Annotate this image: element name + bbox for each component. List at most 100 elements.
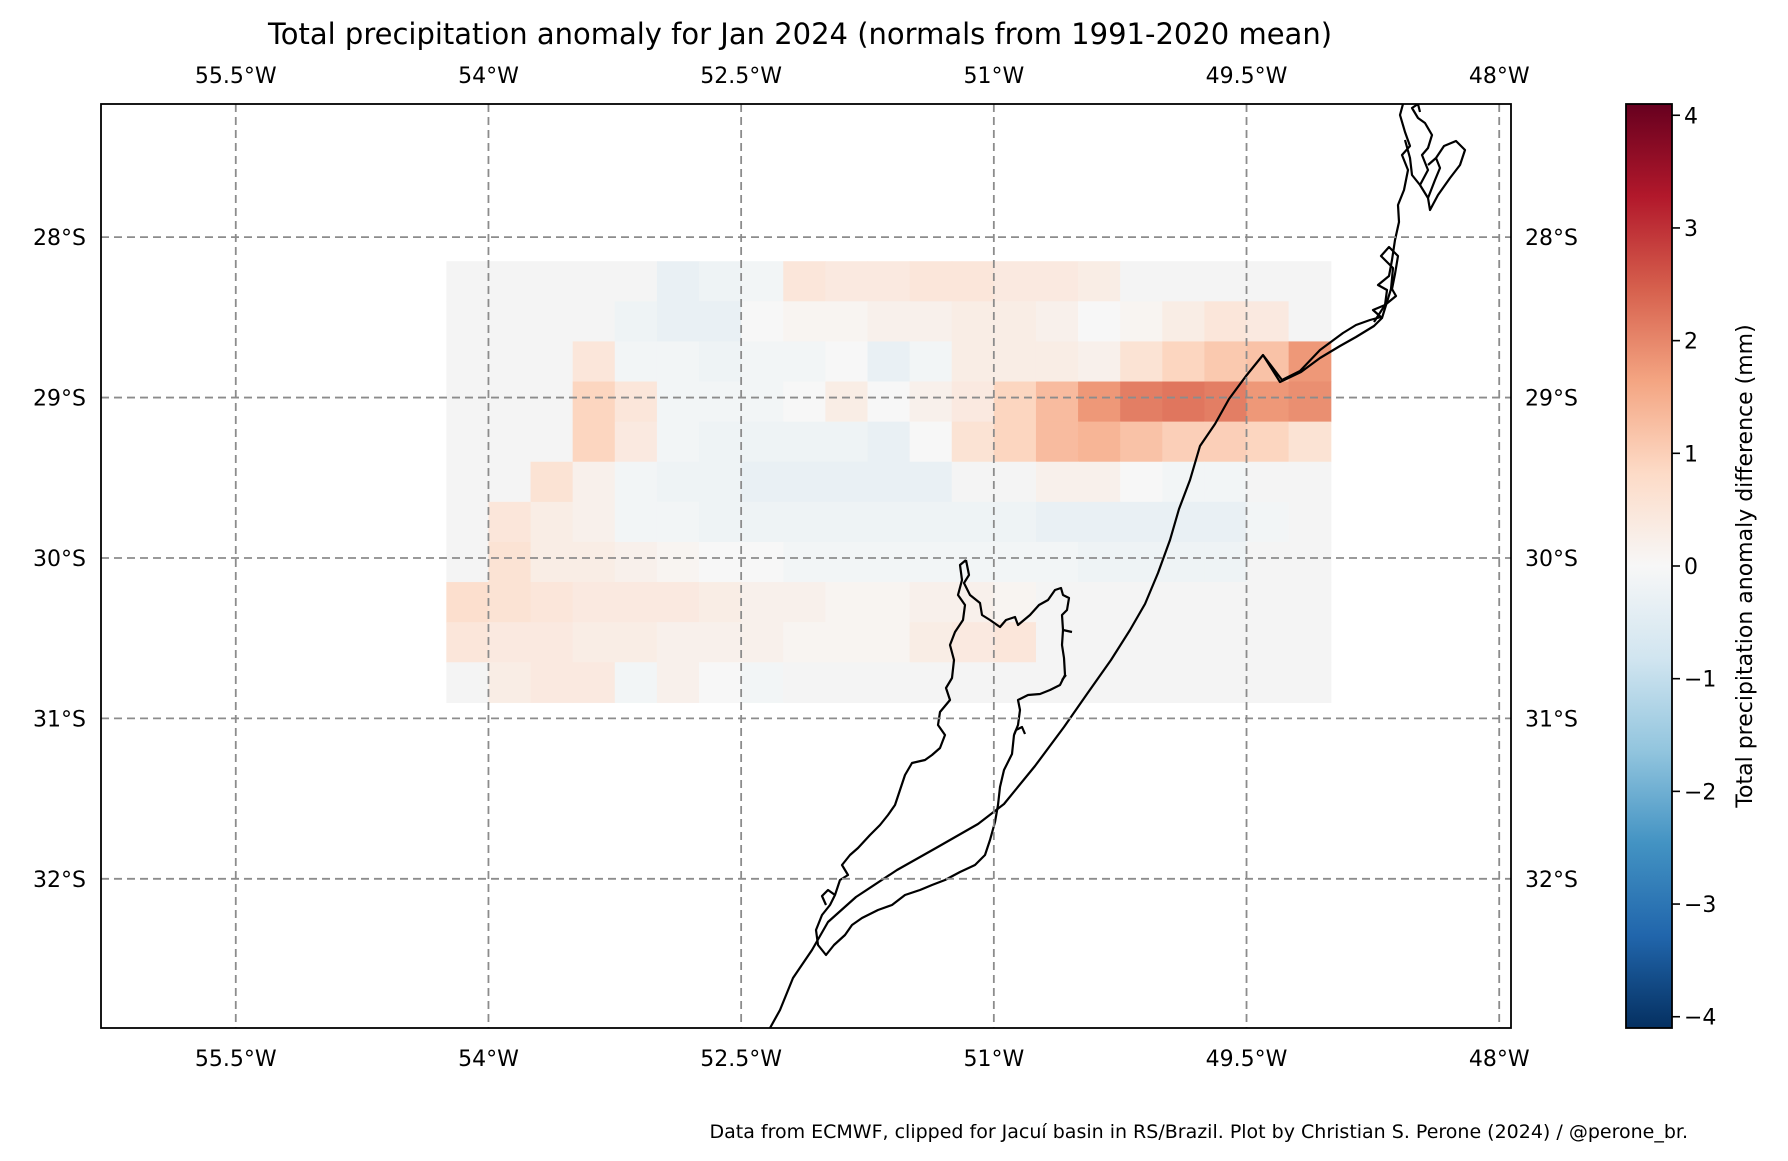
grid-cell bbox=[614, 421, 658, 463]
grid-cell bbox=[951, 421, 995, 463]
grid-cell bbox=[1035, 541, 1079, 583]
grid-cell bbox=[993, 501, 1037, 543]
grid-cell bbox=[572, 421, 616, 463]
grid-cell bbox=[488, 421, 532, 463]
grid-cell bbox=[656, 541, 700, 583]
grid-cell bbox=[1288, 261, 1332, 302]
grid-cell bbox=[1204, 421, 1248, 463]
grid-cell bbox=[783, 261, 826, 302]
grid-cell bbox=[530, 301, 574, 343]
grid-cell bbox=[656, 301, 700, 343]
grid-cell bbox=[867, 381, 911, 423]
colorbar-tick-label: 0 bbox=[1684, 555, 1698, 580]
grid-cell bbox=[614, 301, 658, 343]
lat-tick-label-right: 30°S bbox=[1525, 547, 1578, 572]
grid-cell bbox=[1162, 622, 1205, 663]
grid-cell bbox=[867, 261, 911, 302]
grid-cell bbox=[530, 381, 574, 423]
grid-cell bbox=[699, 501, 742, 543]
grid-cell bbox=[783, 501, 826, 543]
grid-cell bbox=[993, 261, 1037, 302]
grid-cell bbox=[741, 622, 784, 663]
grid-cell bbox=[656, 461, 700, 503]
grid-cell bbox=[1078, 421, 1121, 463]
grid-cell bbox=[1246, 261, 1290, 302]
grid-cell bbox=[1120, 582, 1163, 623]
grid-cell bbox=[1120, 662, 1163, 703]
lon-tick-label-bottom: 55.5°W bbox=[195, 1047, 277, 1072]
grid-cell bbox=[446, 582, 490, 623]
colorbar-tick-label: 3 bbox=[1684, 217, 1698, 242]
grid-cell bbox=[825, 582, 869, 623]
grid-cell bbox=[741, 381, 784, 423]
grid-cell bbox=[488, 582, 532, 623]
grid-cell bbox=[825, 501, 869, 543]
grid-cell bbox=[993, 381, 1037, 423]
grid-cell bbox=[614, 341, 658, 383]
grid-cell bbox=[699, 301, 742, 343]
grid-cell bbox=[825, 381, 869, 423]
grid-cell bbox=[699, 381, 742, 423]
lon-tick-label-top: 52.5°W bbox=[700, 64, 782, 89]
grid-cell bbox=[1078, 501, 1121, 543]
lat-tick-label-left: 30°S bbox=[33, 547, 86, 572]
grid-cell bbox=[783, 381, 826, 423]
lon-tick-label-top: 55.5°W bbox=[195, 64, 277, 89]
grid-cell bbox=[951, 622, 995, 663]
grid-cell bbox=[741, 662, 784, 703]
grid-cell bbox=[488, 501, 532, 543]
colorbar-ticks: 4 3 2 1 0 −1 −2 −3 −4 bbox=[1672, 104, 1716, 1031]
grid-cell bbox=[1162, 501, 1205, 543]
grid-cell bbox=[993, 461, 1037, 503]
grid-cell bbox=[783, 541, 826, 583]
grid-cell bbox=[867, 582, 911, 623]
lat-tick-label-left: 28°S bbox=[33, 226, 86, 251]
grid-cell bbox=[572, 501, 616, 543]
grid-cell bbox=[1204, 622, 1248, 663]
grid-cell bbox=[1288, 622, 1332, 663]
grid-cell bbox=[993, 662, 1037, 703]
grid-cell bbox=[867, 541, 911, 583]
grid-cell bbox=[488, 261, 532, 302]
grid-cell bbox=[446, 501, 490, 543]
grid-cell bbox=[1246, 622, 1290, 663]
lat-tick-label-right: 32°S bbox=[1525, 868, 1578, 893]
grid-cell bbox=[951, 301, 995, 343]
grid-cell bbox=[909, 541, 953, 583]
grid-cell bbox=[1078, 461, 1121, 503]
grid-cell bbox=[572, 582, 616, 623]
lat-tick-label-left: 32°S bbox=[33, 868, 86, 893]
grid-cell bbox=[572, 622, 616, 663]
grid-cell bbox=[614, 261, 658, 302]
grid-cell bbox=[993, 421, 1037, 463]
grid-cell bbox=[993, 541, 1037, 583]
grid-cell bbox=[1120, 501, 1163, 543]
grid-cell bbox=[1120, 421, 1163, 463]
grid-cell bbox=[1246, 541, 1290, 583]
lon-tick-label-bottom: 52.5°W bbox=[700, 1047, 782, 1072]
grid-cell bbox=[741, 541, 784, 583]
grid-cell bbox=[1246, 582, 1290, 623]
grid-cell bbox=[446, 301, 490, 343]
grid-cell bbox=[909, 261, 953, 302]
grid-cell bbox=[1246, 501, 1290, 543]
grid-cell bbox=[1246, 301, 1290, 343]
grid-cell bbox=[993, 341, 1037, 383]
grid-cell bbox=[1162, 662, 1205, 703]
colorbar-label: Total precipitation anomaly difference (… bbox=[1733, 324, 1758, 808]
grid-cell bbox=[1204, 662, 1248, 703]
lon-tick-label-top: 54°W bbox=[458, 64, 519, 89]
map-tick-labels: 55.5°W 55.5°W 54°W 54°W 52.5°W 52.5°W 51°W 51°W… bbox=[33, 64, 1578, 1072]
grid-cell bbox=[488, 461, 532, 503]
grid-cell bbox=[614, 622, 658, 663]
grid-cell bbox=[825, 662, 869, 703]
grid-cell bbox=[825, 341, 869, 383]
grid-cell bbox=[741, 501, 784, 543]
grid-cell bbox=[656, 501, 700, 543]
grid-cell bbox=[909, 622, 953, 663]
grid-cell bbox=[1120, 301, 1163, 343]
grid-cell bbox=[656, 341, 700, 383]
grid-cell bbox=[951, 341, 995, 383]
grid-cell bbox=[572, 341, 616, 383]
grid-cell bbox=[951, 261, 995, 302]
